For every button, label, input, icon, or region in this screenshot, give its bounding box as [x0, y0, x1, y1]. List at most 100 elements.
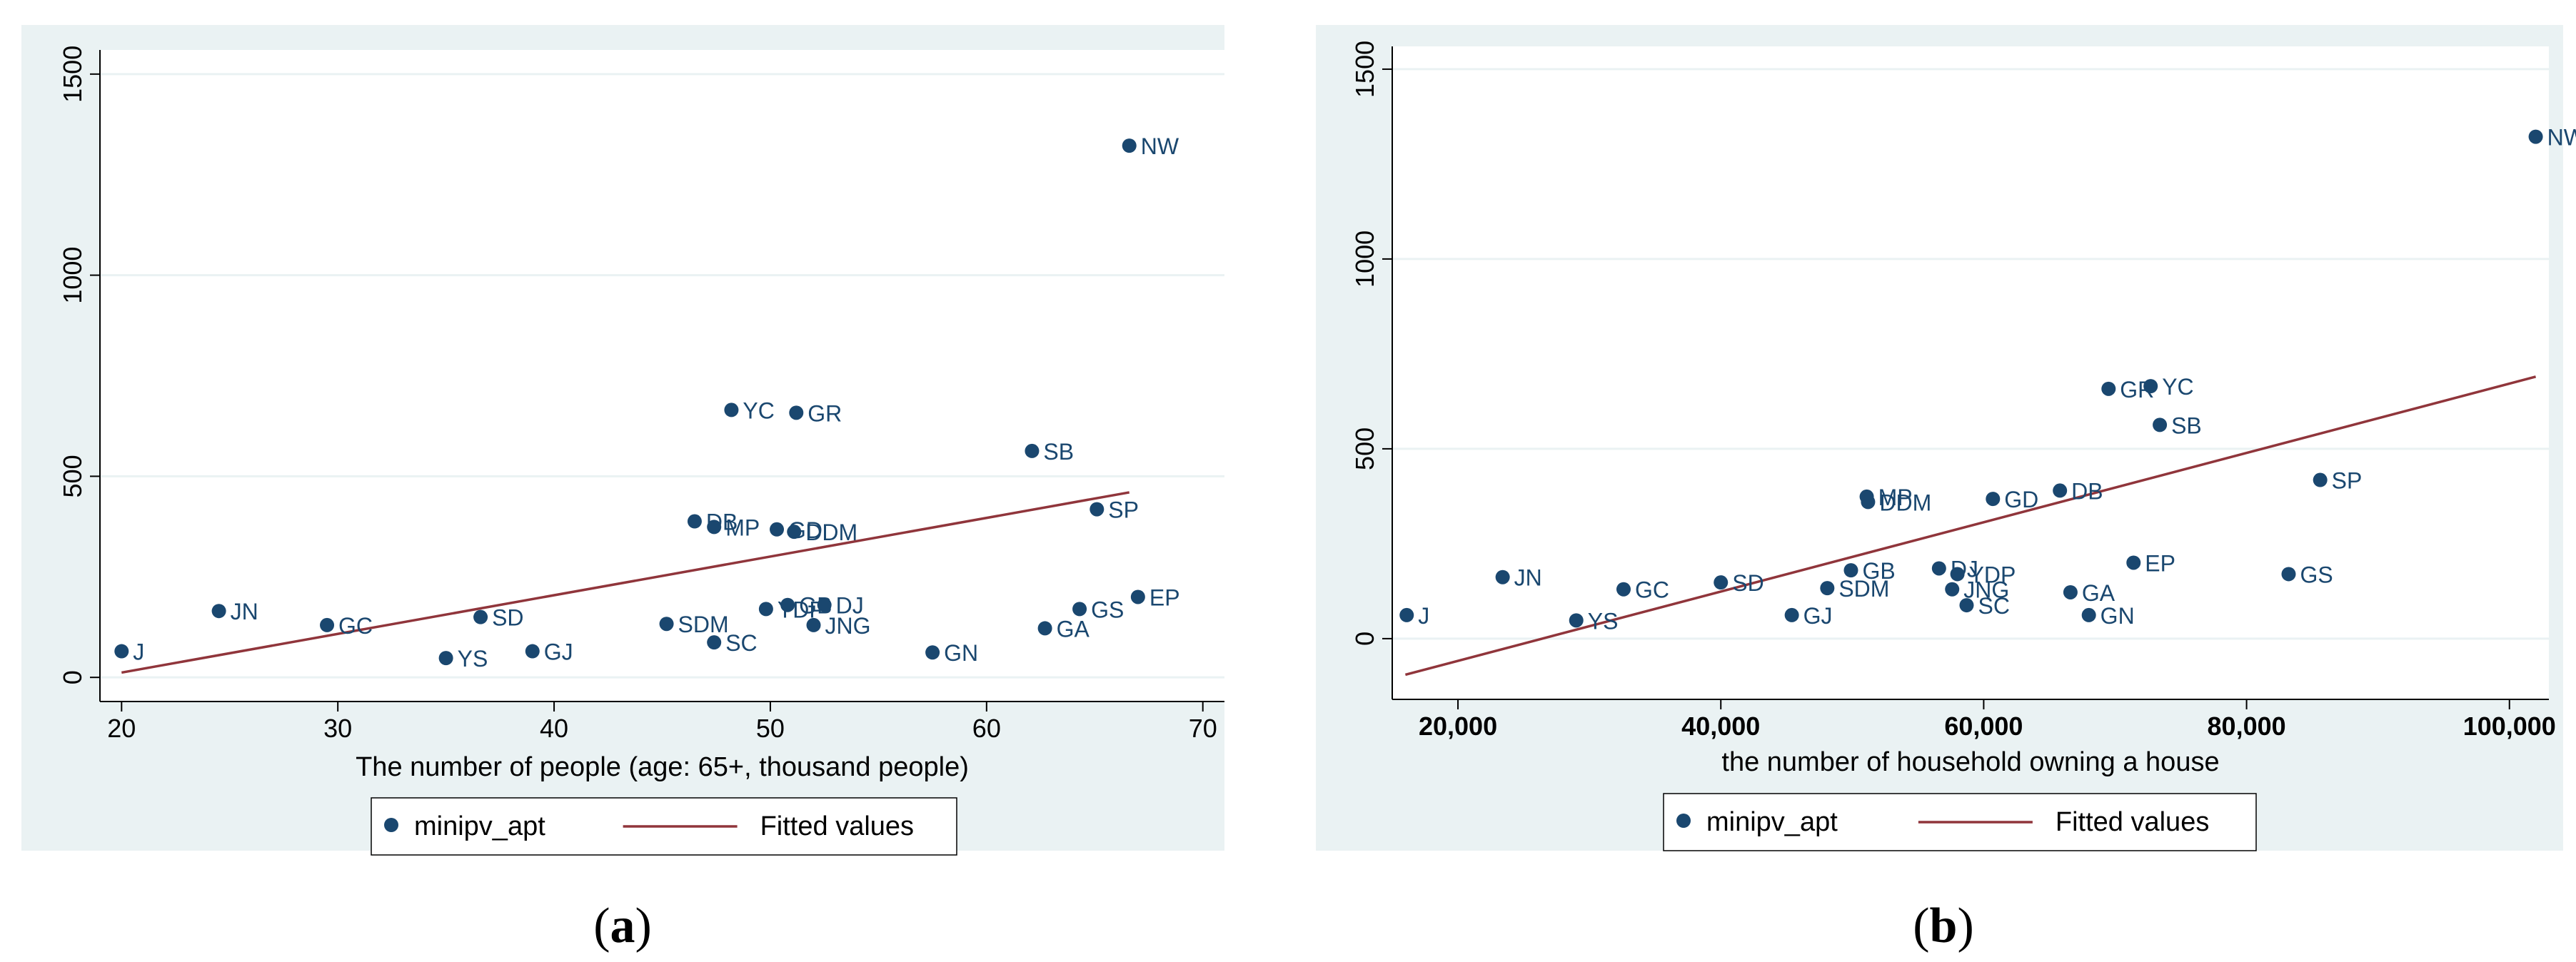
scatter-point [1784, 607, 1799, 622]
scatter-point [1616, 582, 1631, 597]
point-label: GS [1091, 597, 1124, 622]
x-tick-label: 20 [107, 714, 136, 743]
scatter-point [758, 602, 773, 617]
point-label: JNG [825, 613, 871, 639]
y-tick-label: 500 [1350, 427, 1379, 470]
point-label: YDP [1969, 562, 2016, 587]
point-label: YC [2162, 374, 2193, 400]
x-tick-label: 60 [972, 714, 1001, 743]
x-tick-label: 50 [756, 714, 785, 743]
legend-label-scatter: minipv_apt [1706, 807, 1838, 837]
point-label: GA [1057, 616, 1090, 642]
point-label: SB [1043, 439, 1074, 465]
point-label: GN [2100, 603, 2135, 629]
point-label: EP [2145, 550, 2175, 576]
fitted-line [121, 491, 1130, 674]
x-tick-label: 30 [323, 714, 352, 743]
scatter-point [1072, 602, 1087, 617]
point-label: DB [2071, 478, 2103, 504]
scatter-point [1861, 495, 1876, 510]
point-label: MP [725, 515, 760, 540]
scatter-point [2126, 555, 2141, 570]
point-label: SD [1732, 570, 1764, 596]
scatter-point [789, 405, 804, 420]
scatter-point [1950, 567, 1965, 582]
point-label: GS [2300, 562, 2333, 587]
scatter-point [1037, 621, 1052, 636]
x-tick-label: 60,000 [1944, 712, 2023, 741]
point-label: GA [2082, 580, 2115, 606]
point-label: GJ [1803, 603, 1833, 629]
scatter-point [1945, 582, 1960, 597]
scatter-point [770, 522, 785, 537]
scatter-point [707, 635, 722, 650]
point-label: J [1418, 603, 1429, 629]
y-tick-label: 500 [58, 455, 87, 497]
point-label: J [133, 639, 144, 665]
point-label: NW [2547, 125, 2576, 151]
point-label: DDM [1879, 490, 1931, 515]
scatter-point [817, 597, 832, 612]
point-label: YS [458, 646, 488, 672]
scatter-point [1090, 502, 1105, 517]
scatter-point [2063, 584, 2078, 599]
scatter-point [1495, 569, 1510, 584]
point-label: GC [1635, 577, 1669, 603]
scatter-point [1959, 598, 1974, 613]
point-label: JN [1514, 565, 1542, 591]
point-label: SDM [1838, 576, 1889, 602]
point-label: NW [1141, 133, 1179, 159]
point-label: EP [1149, 584, 1180, 610]
scatter-point [1843, 563, 1858, 578]
scatter-point [724, 402, 739, 417]
point-label: GC [338, 613, 373, 639]
x-tick-label: 100,000 [2463, 712, 2556, 741]
point-label: JNG [1963, 577, 2009, 603]
y-tick-label: 1500 [58, 46, 87, 103]
plot-area [1392, 46, 2549, 699]
scatter-point [211, 604, 226, 619]
x-tick-label: 40,000 [1681, 712, 1760, 741]
scatter-point [473, 609, 488, 624]
fitted-line [1404, 375, 2537, 677]
scatter-point [2143, 379, 2158, 394]
scatter-point [806, 617, 821, 632]
point-label: SP [2332, 468, 2363, 494]
scatter-point [2528, 129, 2543, 144]
point-label: SC [725, 630, 757, 656]
legend-label-fit: Fitted values [760, 811, 914, 841]
plot-area [100, 50, 1224, 702]
point-label: YC [743, 398, 774, 423]
scatter-point [1931, 561, 1946, 576]
scatter-point [1025, 443, 1040, 458]
scatter-point [525, 644, 540, 659]
y-tick-label: 1000 [1350, 231, 1379, 288]
scatter-point [2053, 483, 2068, 498]
panel-label: (a) [593, 898, 652, 953]
scatter-point [2081, 607, 2096, 622]
scatter-point [2313, 472, 2328, 487]
point-label: JN [231, 599, 258, 624]
scatter-point [1122, 138, 1137, 153]
scatter-point [687, 514, 702, 529]
point-label: SB [2171, 412, 2202, 438]
scatter-point [1399, 607, 1414, 622]
chart-panel-b: 0 500 1000 1500 20,000 40,000 60,000 80,000 100,… [1316, 25, 2576, 953]
scatter-point [2281, 567, 2296, 582]
point-label: GB [1862, 558, 1895, 584]
scatter-point [114, 644, 129, 659]
legend-marker-scatter [1676, 814, 1691, 828]
legend-label-fit: Fitted values [2056, 807, 2209, 837]
scatter-point [1569, 613, 1584, 628]
scatter-point [659, 617, 674, 632]
x-tick-label: 20,000 [1419, 712, 1497, 741]
chart-panel-a: 0 500 1000 1500 20 30 40 50 60 70 The number of pe… [21, 25, 1224, 953]
panel-label: (b) [1913, 898, 1974, 953]
scatter-point [320, 617, 335, 632]
point-label: DDM [805, 520, 857, 545]
scatter-point [2101, 381, 2116, 396]
point-label: SDM [678, 612, 729, 637]
point-label: GN [944, 640, 978, 666]
point-label: GR [807, 400, 842, 426]
